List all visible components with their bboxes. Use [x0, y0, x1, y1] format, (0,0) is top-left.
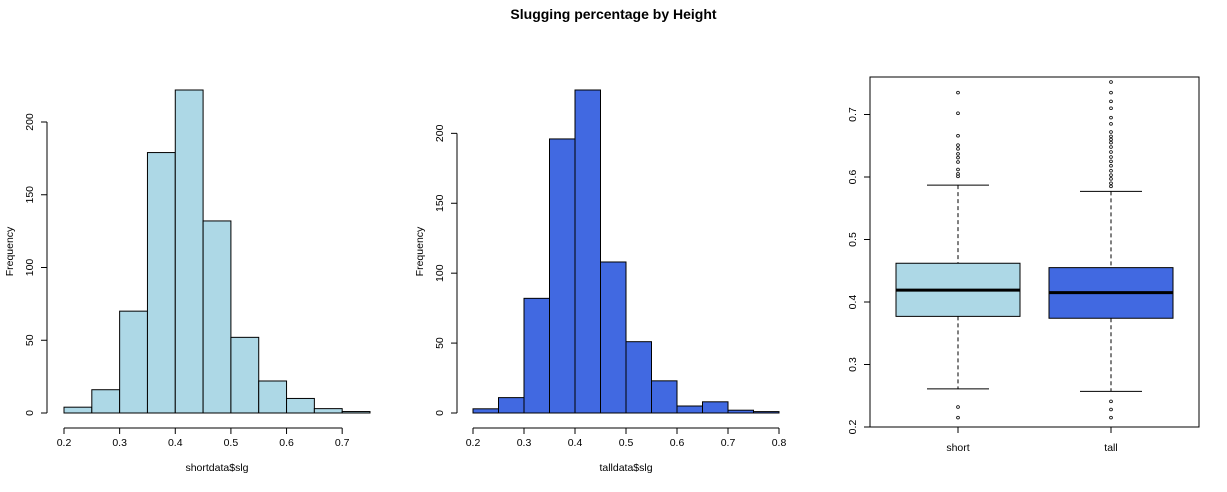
- histogram-bar: [625, 341, 652, 414]
- y-tick-label: 100: [434, 264, 446, 282]
- y-tick-label: 0: [434, 410, 446, 416]
- outlier-point: [956, 415, 960, 420]
- x-tick-label: 0.6: [670, 437, 685, 449]
- outlier-point: [1109, 168, 1113, 173]
- histogram-bar: [146, 152, 176, 414]
- y-tick-label: 150: [24, 186, 36, 204]
- y-tick-label: 50: [24, 334, 36, 346]
- histogram-bar: [600, 261, 627, 414]
- page-title: Slugging percentage by Height: [510, 6, 717, 22]
- histogram-short: 0.2 0.3 0.4 0.5 0.6 0.7 shortdata$slg 0 50 100 150…: [4, 89, 371, 474]
- y-tick-label: 0.4: [847, 295, 859, 310]
- outlier-point: [1109, 99, 1113, 104]
- x-tick-label: 0.5: [619, 437, 634, 449]
- outlier-point: [1109, 399, 1113, 404]
- outlier-point: [1109, 134, 1113, 139]
- outlier-point: [956, 143, 960, 147]
- x-tick-label: 0.6: [279, 437, 294, 449]
- y-tick-label: 0.5: [847, 232, 859, 247]
- x-tick-label: tall: [1104, 442, 1117, 454]
- y-tick-label: 0.3: [847, 357, 859, 372]
- histogram-bar: [753, 411, 780, 414]
- outlier-point: [956, 155, 960, 160]
- y-axis-label: Frequency: [4, 226, 16, 276]
- outlier-point: [1109, 415, 1113, 420]
- x-axis-label: shortdata$slg: [185, 462, 248, 474]
- histogram-bar: [574, 89, 601, 414]
- histogram-bar: [174, 89, 204, 414]
- y-tick-label: 0.7: [847, 107, 859, 122]
- outlier-point: [1109, 140, 1113, 145]
- outlier-point: [1109, 80, 1113, 84]
- outlier-point: [956, 167, 960, 172]
- x-tick-label: 0.5: [224, 437, 239, 449]
- outlier-point: [1109, 177, 1113, 181]
- y-tick-label: 200: [24, 113, 36, 131]
- x-tick-label: 0.3: [517, 437, 532, 449]
- outlier-point: [1109, 163, 1113, 168]
- y-tick-label: 0: [24, 410, 36, 416]
- outlier-point: [1109, 90, 1113, 95]
- outlier-point: [1109, 159, 1113, 164]
- outlier-point: [956, 172, 960, 176]
- histogram-bar: [341, 411, 371, 414]
- histogram-bar: [202, 220, 232, 414]
- y-tick-label: 0.6: [847, 170, 859, 185]
- histogram-bar: [472, 408, 499, 414]
- histogram-bar: [676, 405, 703, 414]
- outlier-point: [956, 133, 960, 138]
- outlier-point: [1109, 155, 1113, 159]
- histogram-tall: 0.2 0.3 0.4 0.5 0.6 0.7 0.8 talldata$slg 0 50 100 1…: [414, 89, 787, 474]
- outlier-point: [1109, 145, 1113, 149]
- x-tick-label: 0.7: [721, 437, 736, 449]
- x-tick-label: 0.3: [112, 437, 127, 449]
- x-tick-label: 0.2: [466, 437, 481, 449]
- y-axis-label: Frequency: [414, 226, 426, 276]
- histogram-bar: [119, 310, 148, 414]
- outlier-point: [1109, 150, 1113, 154]
- histogram-bar: [549, 138, 576, 414]
- boxplot-by-height: short tall 0.2 0.3 0.4 0.5 0.6 0.7: [847, 76, 1200, 454]
- y-tick-label: 200: [434, 124, 446, 142]
- histogram-bar: [91, 389, 121, 414]
- histogram-bar: [702, 401, 729, 414]
- y-tick-label: 50: [434, 337, 446, 349]
- outlier-point: [1109, 122, 1113, 126]
- histogram-bar: [230, 336, 260, 414]
- histogram-bar: [727, 409, 754, 414]
- outlier-point: [956, 147, 960, 151]
- histogram-bar: [498, 397, 525, 414]
- histogram-bar: [286, 397, 315, 414]
- outlier-point: [956, 111, 960, 116]
- x-tick-label: 0.4: [168, 437, 183, 449]
- histogram-bar: [63, 406, 93, 414]
- outlier-point: [1109, 106, 1113, 111]
- x-tick-label: 0.4: [568, 437, 583, 449]
- x-tick-label: 0.7: [335, 437, 350, 449]
- x-tick-label: 0.2: [57, 437, 72, 449]
- x-axis-label: talldata$slg: [599, 462, 652, 474]
- outlier-point: [1109, 181, 1113, 186]
- outlier-point: [1109, 184, 1113, 189]
- outlier-point: [956, 160, 960, 164]
- x-tick-label: 0.8: [772, 437, 787, 449]
- histogram-bar: [523, 297, 550, 414]
- y-tick-label: 100: [24, 259, 36, 277]
- outlier-point: [1109, 407, 1113, 412]
- outlier-point: [956, 405, 960, 409]
- histogram-bar: [258, 380, 288, 414]
- outlier-point: [1109, 115, 1113, 120]
- outlier-point: [956, 152, 960, 156]
- x-tick-label: short: [946, 442, 969, 454]
- y-tick-label: 0.2: [847, 420, 859, 435]
- outlier-point: [1109, 130, 1113, 134]
- outlier-point: [1109, 137, 1113, 142]
- histogram-bar: [313, 408, 343, 414]
- histogram-bar: [651, 380, 678, 414]
- outlier-point: [956, 90, 960, 95]
- plot-frame: [869, 76, 1200, 428]
- outlier-point: [1109, 173, 1113, 177]
- y-tick-label: 150: [434, 194, 446, 212]
